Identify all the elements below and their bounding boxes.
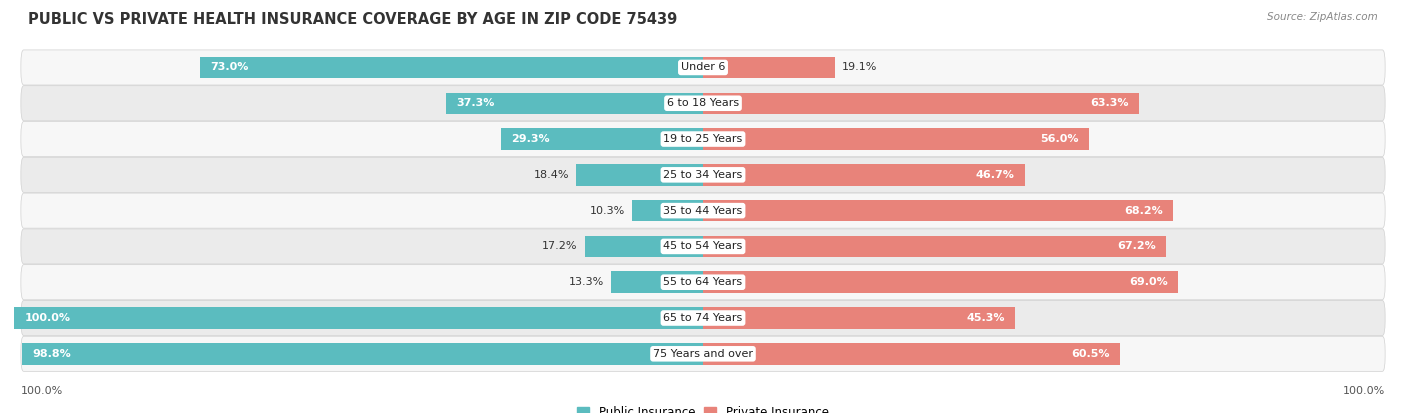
Bar <box>703 236 1166 257</box>
Legend: Public Insurance, Private Insurance: Public Insurance, Private Insurance <box>572 401 834 413</box>
FancyBboxPatch shape <box>21 301 1385 335</box>
FancyBboxPatch shape <box>21 336 1385 371</box>
Text: 19 to 25 Years: 19 to 25 Years <box>664 134 742 144</box>
Text: 69.0%: 69.0% <box>1129 277 1168 287</box>
Text: PUBLIC VS PRIVATE HEALTH INSURANCE COVERAGE BY AGE IN ZIP CODE 75439: PUBLIC VS PRIVATE HEALTH INSURANCE COVER… <box>28 12 678 27</box>
Text: 46.7%: 46.7% <box>976 170 1014 180</box>
Text: 19.1%: 19.1% <box>841 62 877 72</box>
Bar <box>703 200 1173 221</box>
Text: 100.0%: 100.0% <box>24 313 70 323</box>
Text: 60.5%: 60.5% <box>1071 349 1109 359</box>
Bar <box>703 93 1139 114</box>
Text: 10.3%: 10.3% <box>591 206 626 216</box>
Bar <box>703 164 1025 185</box>
Text: 68.2%: 68.2% <box>1123 206 1163 216</box>
Text: 45.3%: 45.3% <box>966 313 1005 323</box>
Bar <box>703 271 1178 293</box>
FancyBboxPatch shape <box>21 86 1385 121</box>
FancyBboxPatch shape <box>21 265 1385 300</box>
Text: 25 to 34 Years: 25 to 34 Years <box>664 170 742 180</box>
Text: 67.2%: 67.2% <box>1116 242 1156 252</box>
FancyBboxPatch shape <box>21 157 1385 192</box>
Text: Source: ZipAtlas.com: Source: ZipAtlas.com <box>1267 12 1378 22</box>
Text: Under 6: Under 6 <box>681 62 725 72</box>
Bar <box>703 307 1015 329</box>
Text: 65 to 74 Years: 65 to 74 Years <box>664 313 742 323</box>
Text: 45 to 54 Years: 45 to 54 Years <box>664 242 742 252</box>
Bar <box>501 128 703 150</box>
Bar <box>14 307 703 329</box>
FancyBboxPatch shape <box>21 229 1385 264</box>
Text: 73.0%: 73.0% <box>211 62 249 72</box>
Bar <box>612 271 703 293</box>
Text: 100.0%: 100.0% <box>1343 386 1385 396</box>
Bar <box>703 57 835 78</box>
Bar <box>703 128 1088 150</box>
Bar <box>22 343 703 365</box>
Text: 17.2%: 17.2% <box>543 242 578 252</box>
Text: 13.3%: 13.3% <box>569 277 605 287</box>
Bar <box>576 164 703 185</box>
Bar <box>200 57 703 78</box>
FancyBboxPatch shape <box>21 193 1385 228</box>
Bar <box>703 343 1119 365</box>
Text: 98.8%: 98.8% <box>32 349 72 359</box>
Text: 63.3%: 63.3% <box>1090 98 1129 108</box>
Bar <box>585 236 703 257</box>
Bar <box>633 200 703 221</box>
Text: 18.4%: 18.4% <box>534 170 569 180</box>
Text: 55 to 64 Years: 55 to 64 Years <box>664 277 742 287</box>
Text: 37.3%: 37.3% <box>457 98 495 108</box>
Bar <box>446 93 703 114</box>
Text: 100.0%: 100.0% <box>21 386 63 396</box>
Text: 29.3%: 29.3% <box>512 134 550 144</box>
Text: 56.0%: 56.0% <box>1040 134 1078 144</box>
Text: 35 to 44 Years: 35 to 44 Years <box>664 206 742 216</box>
Text: 75 Years and over: 75 Years and over <box>652 349 754 359</box>
FancyBboxPatch shape <box>21 50 1385 85</box>
FancyBboxPatch shape <box>21 121 1385 157</box>
Text: 6 to 18 Years: 6 to 18 Years <box>666 98 740 108</box>
